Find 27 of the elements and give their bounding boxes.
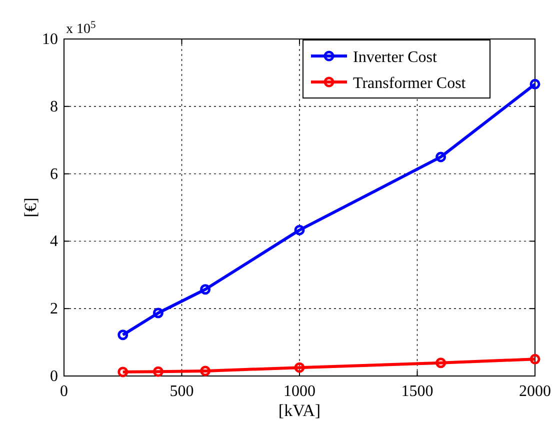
point [530,78,540,90]
x-tick-label: 2000 [519,383,551,400]
point [200,284,211,295]
y-tick-label: 8 [50,98,58,116]
y-tick-label: 6 [50,166,58,183]
point [118,330,128,340]
x-tick-label: 500 [170,383,194,400]
point [294,362,305,373]
point [436,358,446,368]
point [200,366,211,376]
y-tick-label: 10 [42,31,58,48]
point [152,308,164,318]
point [436,152,446,162]
y-tick-label: 4 [50,233,58,250]
x-tick-label: 1500 [401,383,434,400]
point [152,366,164,377]
point [530,354,540,364]
x-tick-label: 1000 [284,383,316,400]
point [118,366,128,378]
legend-label: Inverter Cost [353,49,438,66]
x-axis-title: [kVA] [278,401,321,420]
y-tick-label: 2 [50,300,58,318]
text: x 10$^{5}$ [66,20,96,37]
y-tick-label: 0 [50,368,58,385]
y-axis-title: [€] [21,198,40,218]
point [294,224,305,236]
legend-label: Transformer Cost [353,75,466,92]
